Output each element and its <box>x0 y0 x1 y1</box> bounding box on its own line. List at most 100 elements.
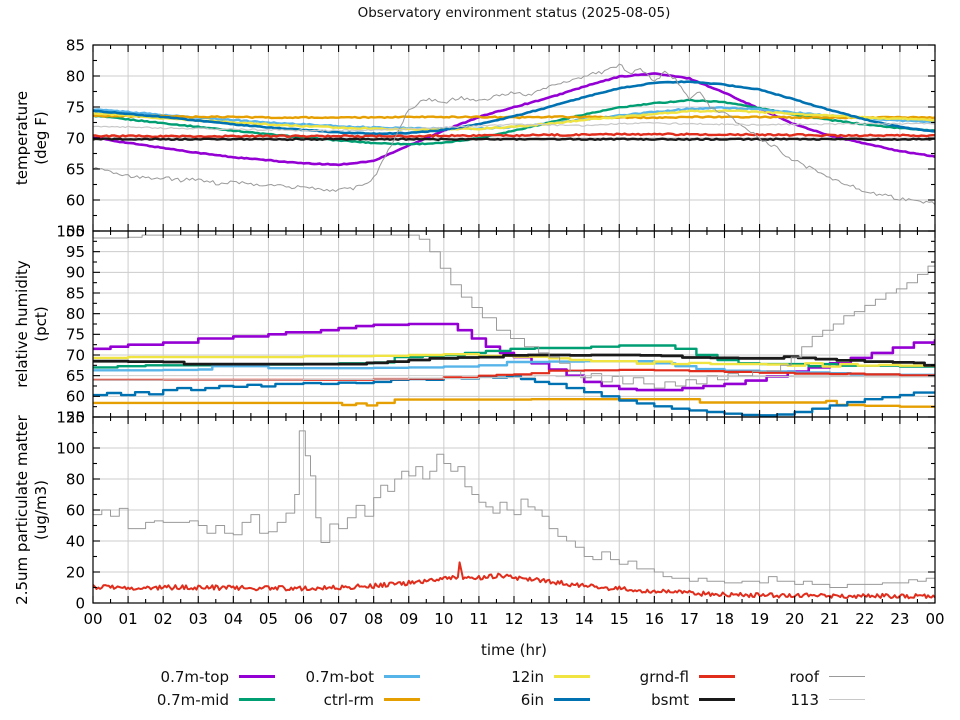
y-tick-label: 40 <box>66 532 85 550</box>
x-tick-label: 11 <box>469 610 488 628</box>
legend-swatch <box>699 698 735 701</box>
y-tick-label: 55 <box>66 408 85 426</box>
y-tick-label: 70 <box>66 129 85 147</box>
legend-swatch <box>239 698 275 701</box>
legend: 0.7m-top 0.7m-mid 0.7m-bot ctrl-rm 12in <box>100 665 880 711</box>
legend-col-5: roof 113 <box>735 665 865 711</box>
series-relative-humidity-0.7m-top <box>93 322 935 392</box>
legend-label: 12in <box>511 667 544 686</box>
series-relative-humidity-ctrl-rm <box>93 398 935 408</box>
legend-swatch <box>384 675 420 678</box>
y-tick-label: 55 <box>66 222 85 240</box>
y-tick-label: 65 <box>66 367 85 385</box>
legend-swatch <box>699 675 735 678</box>
y-tick-label: 80 <box>66 470 85 488</box>
series-particulate-matter-roof <box>93 430 935 588</box>
legend-item-ctrl-rm: ctrl-rm <box>275 688 420 711</box>
x-tick-label: 02 <box>154 610 173 628</box>
legend-item-0.7m-mid: 0.7m-mid <box>100 688 275 711</box>
y-tick-label: 95 <box>66 243 85 261</box>
y-tick-label: 90 <box>66 264 85 282</box>
y-tick-label: 70 <box>66 346 85 364</box>
x-tick-label: 07 <box>329 610 348 628</box>
series-relative-humidity-113 <box>93 375 935 381</box>
x-tick-label: 16 <box>645 610 664 628</box>
y-axis-title: (pct) <box>32 306 50 341</box>
x-tick-label: 00 <box>83 610 102 628</box>
x-tick-label: 04 <box>224 610 243 628</box>
panel-particulate-matter: 0 20 40 60 80 100 120 2.5um particulate matter(… <box>13 408 936 612</box>
x-tick-label: 20 <box>785 610 804 628</box>
y-tick-label: 85 <box>66 36 85 54</box>
series-temperature-12in <box>93 109 935 132</box>
y-tick-label: 0 <box>75 594 85 612</box>
legend-label: 0.7m-top <box>160 667 229 686</box>
y-tick-label: 75 <box>66 98 85 116</box>
x-tick-label: 21 <box>820 610 839 628</box>
legend-item-6in: 6in <box>420 688 590 711</box>
legend-label: 0.7m-mid <box>156 690 229 709</box>
y-tick-label: 60 <box>66 388 85 406</box>
legend-swatch <box>554 698 590 701</box>
series-temperature-0.7m-top <box>93 72 935 167</box>
x-tick-label: 03 <box>189 610 208 628</box>
x-tick-label: 05 <box>259 610 278 628</box>
legend-col-4: grnd-fl bsmt <box>590 665 735 711</box>
legend-label: 113 <box>790 690 819 709</box>
x-tick-label: 15 <box>610 610 629 628</box>
legend-item-113: 113 <box>735 688 865 711</box>
y-axis-title: (deg F) <box>32 111 50 164</box>
legend-label: 6in <box>520 690 544 709</box>
y-tick-label: 80 <box>66 305 85 323</box>
x-tick-label: 06 <box>294 610 313 628</box>
legend-label: bsmt <box>651 690 689 709</box>
x-tick-label: 13 <box>540 610 559 628</box>
x-tick-label: 12 <box>504 610 523 628</box>
legend-item-roof: roof <box>735 665 865 688</box>
legend-col-2: 0.7m-bot ctrl-rm <box>275 665 420 711</box>
y-tick-label: 85 <box>66 284 85 302</box>
x-tick-label: 00 <box>925 610 944 628</box>
panel-temperature: 55 60 65 70 75 80 85 temperature (deg F) <box>13 36 936 240</box>
series-temperature-113 <box>93 121 935 132</box>
x-tick-label: 08 <box>364 610 383 628</box>
legend-item-0.7m-top: 0.7m-top <box>100 665 275 688</box>
series-temperature-6in <box>93 80 935 136</box>
legend-col-3: 12in 6in <box>420 665 590 711</box>
y-tick-label: 60 <box>66 191 85 209</box>
legend-swatch <box>829 699 865 700</box>
x-tick-label: 23 <box>890 610 909 628</box>
x-tick-label: 22 <box>855 610 874 628</box>
y-axis-title: (ug/m3) <box>32 480 50 540</box>
legend-label: 0.7m-bot <box>305 667 374 686</box>
x-tick-label: 10 <box>434 610 453 628</box>
legend-label: roof <box>789 667 819 686</box>
legend-label: ctrl-rm <box>323 690 374 709</box>
series-relative-humidity-12in <box>93 353 935 368</box>
series-relative-humidity-bsmt <box>93 353 935 367</box>
legend-swatch <box>829 676 865 677</box>
y-tick-label: 65 <box>66 160 85 178</box>
y-tick-label: 75 <box>66 326 85 344</box>
x-tick-label: 01 <box>119 610 138 628</box>
legend-label: grnd-fl <box>639 667 689 686</box>
x-tick-label: 17 <box>680 610 699 628</box>
y-axis-title: 2.5um particulate matter <box>13 414 31 604</box>
series-relative-humidity-roof <box>93 234 935 389</box>
series-temperature-bsmt <box>93 137 935 142</box>
y-axis-title: relative humidity <box>13 260 31 388</box>
y-tick-label: 20 <box>66 563 85 581</box>
x-tick-label: 09 <box>399 610 418 628</box>
x-tick-label: 18 <box>715 610 734 628</box>
legend-swatch <box>384 698 420 701</box>
legend-item-0.7m-bot: 0.7m-bot <box>275 665 420 688</box>
series-temperature-roof <box>93 63 935 206</box>
legend-item-bsmt: bsmt <box>590 688 735 711</box>
legend-col-1: 0.7m-top 0.7m-mid <box>100 665 275 711</box>
x-tick-label: 19 <box>750 610 769 628</box>
legend-swatch <box>239 675 275 678</box>
legend-swatch <box>554 675 590 678</box>
chart-canvas: 55 60 65 70 75 80 85 temperature (deg F) 55 60 65 70… <box>13 36 945 628</box>
chart-title: Observatory environment status (2025-08-… <box>357 5 671 21</box>
